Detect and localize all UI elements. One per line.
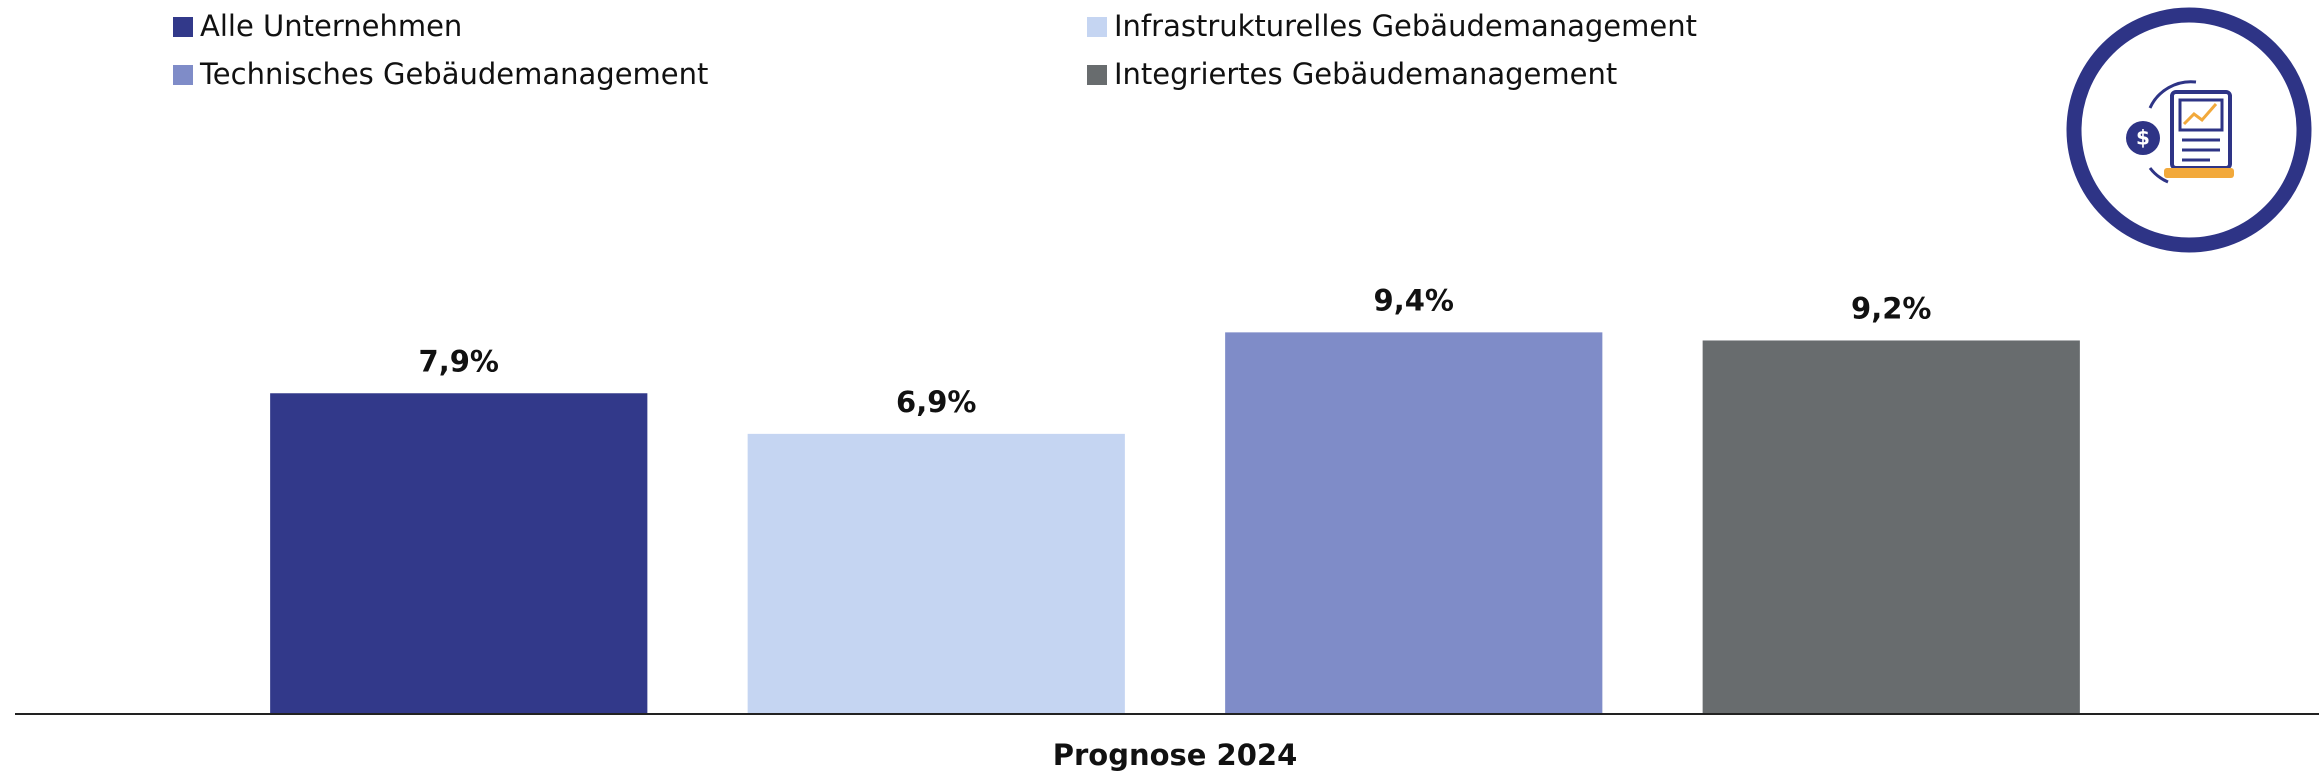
svg-text:$: $ [2136,126,2150,150]
value-label: 9,4% [1374,283,1454,317]
bar [1702,340,2080,714]
legend-label: Technisches Gebäudemanagement [199,57,708,91]
value-label: 7,9% [419,344,499,378]
legend-swatch [1087,65,1107,85]
x-tick-label: Prognose 2024 [1053,738,1298,772]
legend-label: Integriertes Gebäudemanagement [1114,57,1617,91]
value-label: 6,9% [896,385,976,419]
bar [270,393,648,714]
bar [747,433,1125,714]
bar [1225,332,1603,714]
legend-label: Infrastrukturelles Gebäudemanagement [1114,9,1697,43]
value-label: 9,2% [1851,291,1931,325]
legend-swatch [173,65,193,85]
icon: $ [2066,7,2312,253]
legend-label: Alle Unternehmen [200,9,462,43]
legend-swatch [1087,17,1107,37]
legend-swatch [173,17,193,37]
